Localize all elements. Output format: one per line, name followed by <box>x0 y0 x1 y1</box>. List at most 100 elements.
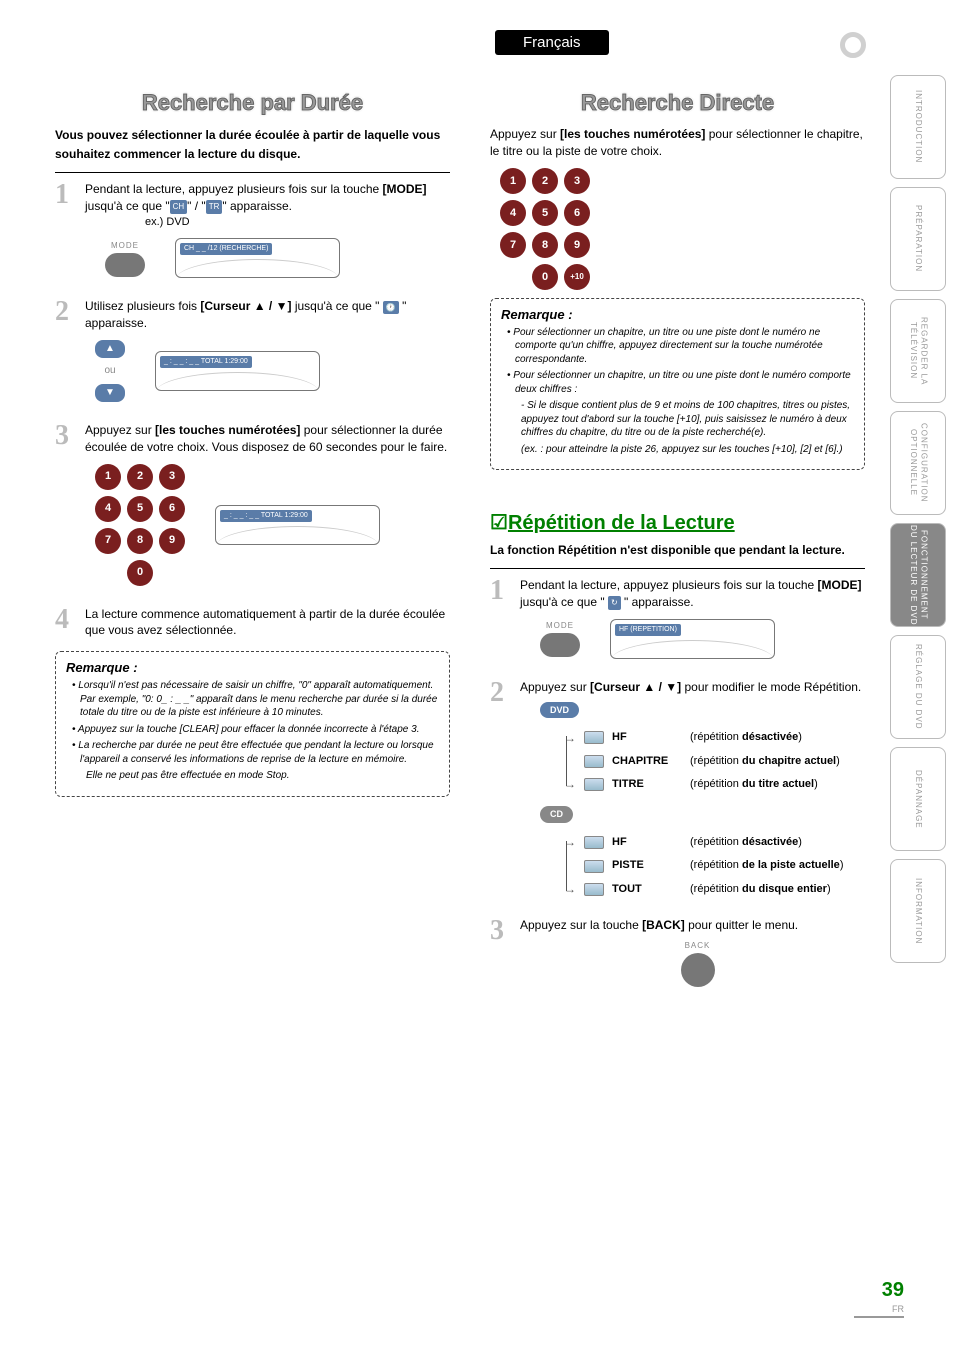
tab-introduction[interactable]: INTRODUCTION <box>890 75 946 179</box>
divider <box>55 172 450 173</box>
step-number: 2 <box>490 679 512 905</box>
step-number: 1 <box>55 181 77 286</box>
key-0: 0 <box>532 264 558 290</box>
key-plus10: +10 <box>564 264 590 290</box>
step-text: jusqu'à ce que " <box>85 199 170 213</box>
example-label: ex.) DVD <box>145 215 450 230</box>
mode-button-illustration: MODE <box>540 620 580 657</box>
step-1-rep: 1 Pendant la lecture, appuyez plusieurs … <box>490 577 865 667</box>
back-button-illustration: BACK <box>530 940 865 987</box>
osd-text: _ : _ _ : _ _ TOTAL 1:29:00 <box>220 510 312 522</box>
remarque-subitem: - Si le disque contient plus de 9 et moi… <box>507 399 854 440</box>
mode-label: MODE <box>546 620 574 631</box>
remarque-item: La recherche par durée ne peut être effe… <box>72 739 439 766</box>
step-text: jusqu'à ce que " <box>520 595 608 609</box>
osd-text: _ : _ _ : _ _ TOTAL 1:29:00 <box>160 356 252 368</box>
step-2-rep: 2 Appuyez sur [Curseur ▲ / ▼] pour modif… <box>490 679 865 905</box>
osd-display: _ : _ _ : _ _ TOTAL 1:29:00 <box>155 351 320 391</box>
back-button-icon <box>681 953 715 987</box>
key-6: 6 <box>564 200 590 226</box>
step-number: 3 <box>490 917 512 987</box>
key-label: [les touches numérotées] <box>155 423 300 437</box>
mode-button-illustration: MODE <box>105 240 145 277</box>
repeat-desc: (répétition de la piste actuelle) <box>690 858 843 873</box>
key-7: 7 <box>500 232 526 258</box>
key-5: 5 <box>127 496 153 522</box>
key-3: 3 <box>564 168 590 194</box>
osd-text: HF (REPETITION) <box>615 624 681 636</box>
key-label: [Curseur ▲ / ▼] <box>200 299 291 313</box>
mode-label: MODE <box>111 240 139 251</box>
key-0: 0 <box>127 560 153 586</box>
cd-pill: CD <box>540 806 573 823</box>
intro-directe: Appuyez sur [les touches numérotées] pou… <box>490 126 865 160</box>
clock-icon: 🕐 <box>383 301 399 314</box>
page-bar-icon <box>854 1316 904 1318</box>
ch-icon: CH <box>170 200 188 213</box>
tab-lecteur-dvd[interactable]: FONCTIONNEMENT DU LECTEUR DE DVD <box>890 523 946 627</box>
repeat-mode-icon <box>584 836 604 849</box>
step-text: " / " <box>187 199 206 213</box>
key-2: 2 <box>127 464 153 490</box>
tab-depannage[interactable]: DÉPANNAGE <box>890 747 946 851</box>
remarque-item: Appuyez sur la touche [CLEAR] pour effac… <box>72 723 439 737</box>
key-label: [BACK] <box>642 918 685 932</box>
step-1: 1 Pendant la lecture, appuyez plusieurs … <box>55 181 450 286</box>
step-text: Utilisez plusieurs fois <box>85 299 200 313</box>
osd-display: _ : _ _ : _ _ TOTAL 1:29:00 <box>215 505 380 545</box>
page-number: 39 FR <box>854 1279 904 1318</box>
key-3: 3 <box>159 464 185 490</box>
brand-circle-icon <box>840 32 866 58</box>
key-label: [MODE] <box>383 182 427 196</box>
step-text: Pendant la lecture, appuyez plusieurs fo… <box>520 578 818 592</box>
repeat-mode-icon <box>584 778 604 791</box>
key-9: 9 <box>564 232 590 258</box>
key-label: [Curseur ▲ / ▼] <box>590 680 681 694</box>
side-tabs: INTRODUCTION PRÉPARATION REGARDER LA TÉL… <box>890 75 946 963</box>
key-6: 6 <box>159 496 185 522</box>
repeat-mode-icon <box>584 731 604 744</box>
page-lang: FR <box>854 1304 904 1314</box>
tab-reglage-dvd[interactable]: RÉGLAGE DU DVD <box>890 635 946 739</box>
step-text: Pendant la lecture, appuyez plusieurs fo… <box>85 182 383 196</box>
right-column: Recherche Directe Appuyez sur [les touch… <box>490 90 865 999</box>
remarque-example: (ex. : pour atteindre la piste 26, appuy… <box>507 443 854 457</box>
repeat-mode: CHAPITRE <box>612 754 682 769</box>
section-title-directe: Recherche Directe <box>490 90 865 116</box>
dvd-pill: DVD <box>540 702 579 719</box>
intro-duree: Vous pouvez sélectionner la durée écoulé… <box>55 126 450 164</box>
key-4: 4 <box>500 200 526 226</box>
remarque-item: Pour sélectionner un chapitre, un titre … <box>507 326 854 367</box>
repeat-mode-icon <box>584 883 604 896</box>
step-2: 2 Utilisez plusieurs fois [Curseur ▲ / ▼… <box>55 298 450 410</box>
key-8: 8 <box>127 528 153 554</box>
step-number: 3 <box>55 422 77 594</box>
cursor-buttons-illustration: ▲ ou ▼ <box>95 340 125 402</box>
back-label: BACK <box>685 940 711 951</box>
tab-preparation[interactable]: PRÉPARATION <box>890 187 946 291</box>
tab-regarder-tv[interactable]: REGARDER LA TÉLÉVISION <box>890 299 946 403</box>
key-label: [MODE] <box>818 578 862 592</box>
step-3: 3 Appuyez sur [les touches numérotées] p… <box>55 422 450 594</box>
osd-display: CH _ _ /12 (RECHERCHE) <box>175 238 340 278</box>
mode-button-icon <box>105 253 145 277</box>
page-number-value: 39 <box>882 1279 904 1301</box>
repeat-mode: HF <box>612 835 682 850</box>
remarque-box-duree: Remarque : Lorsqu'il n'est pas nécessair… <box>55 651 450 797</box>
remarque-box-directe: Remarque : Pour sélectionner un chapitre… <box>490 298 865 471</box>
tab-information[interactable]: INFORMATION <box>890 859 946 963</box>
osd-display: HF (REPETITION) <box>610 619 775 659</box>
key-2: 2 <box>532 168 558 194</box>
step-text: " apparaisse. <box>621 595 694 609</box>
key-1: 1 <box>95 464 121 490</box>
repeat-desc: (répétition du disque entier) <box>690 882 831 897</box>
step-3-rep: 3 Appuyez sur la touche [BACK] pour quit… <box>490 917 865 987</box>
tab-configuration[interactable]: CONFIGURATION OPTIONNELLE <box>890 411 946 515</box>
key-9: 9 <box>159 528 185 554</box>
remarque-item: Pour sélectionner un chapitre, un titre … <box>507 369 854 396</box>
intro-repetition: La fonction Répétition n'est disponible … <box>490 541 865 560</box>
language-tab: Français <box>495 30 609 55</box>
left-column: Recherche par Durée Vous pouvez sélectio… <box>55 90 450 797</box>
step-text: pour quitter le menu. <box>685 918 798 932</box>
step-text: pour modifier le mode Répétition. <box>681 680 861 694</box>
